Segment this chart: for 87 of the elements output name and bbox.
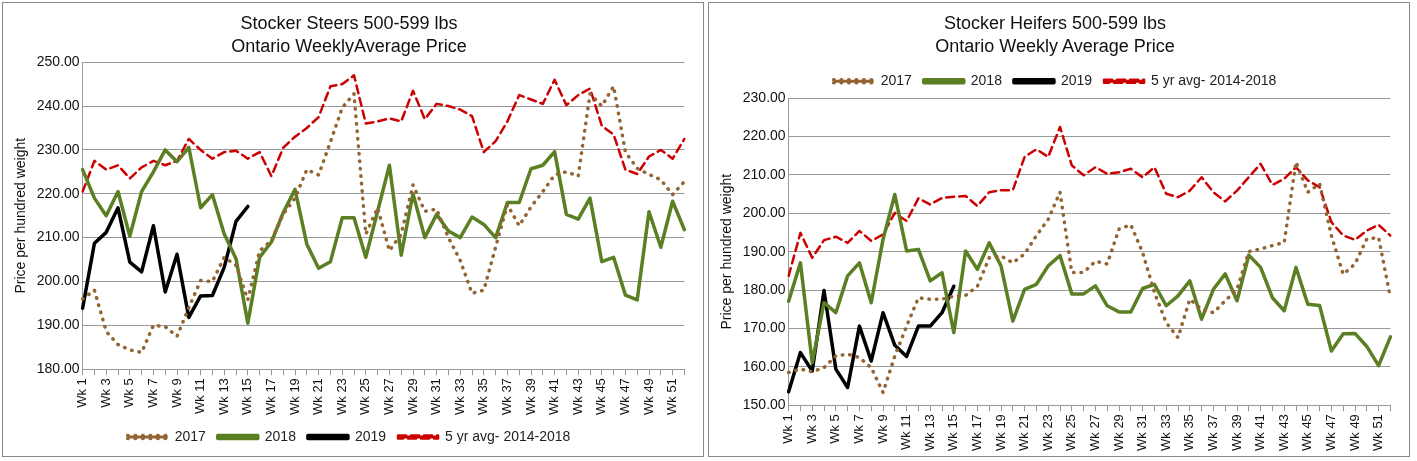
x-tick-label: Wk 5	[121, 378, 137, 408]
x-tick-label: Wk 35	[1181, 414, 1197, 451]
y-tick-label: 180.00	[36, 360, 80, 377]
legend-label: 2017	[174, 427, 206, 444]
x-tick-label: Wk 3	[803, 414, 819, 444]
line-series	[80, 84, 687, 355]
x-tick-label: Wk 17	[262, 378, 278, 415]
x-tick-label: Wk 35	[475, 378, 491, 415]
x-tick-label: Wk 39	[522, 378, 538, 415]
y-tick-label: 200.00	[742, 204, 786, 221]
y-tick-label: 190.00	[742, 242, 786, 259]
x-tick-label: Wk 13	[215, 378, 231, 415]
x-tick-label: Wk 29	[1110, 414, 1126, 451]
chart-subtitle: Ontario Weekly Average Price	[935, 36, 1175, 57]
legend-label: 2018	[264, 427, 297, 444]
legend-label: 5 yr avg- 2014-2018	[1151, 72, 1277, 89]
x-tick-label: Wk 3	[97, 378, 113, 408]
y-tick-label: 240.00	[36, 96, 80, 113]
x-tick-label: Wk 43	[1275, 414, 1291, 451]
legend-label: 5 yr avg- 2014-2018	[445, 427, 571, 444]
x-tick-label: Wk 9	[874, 414, 890, 444]
y-tick-label: 210.00	[36, 228, 80, 245]
x-tick-label: Wk 47	[616, 378, 632, 415]
y-tick-label: 150.00	[742, 396, 786, 413]
line-series	[786, 160, 1393, 395]
y-tick-label: 210.00	[742, 165, 786, 182]
x-tick-label: Wk 37	[498, 378, 514, 415]
y-tick-label: 200.00	[36, 272, 80, 289]
chart-title: Stocker Steers 500-599 lbs	[240, 12, 458, 33]
x-tick-label: Wk 23	[1039, 414, 1055, 451]
y-tick-label: 220.00	[742, 127, 786, 144]
y-tick-label: 230.00	[36, 140, 80, 157]
legend-label: 2018	[970, 72, 1003, 89]
y-tick-label: 220.00	[36, 184, 80, 201]
x-tick-label: Wk 29	[404, 378, 420, 415]
legend-label: 2017	[880, 72, 912, 89]
x-tick-label: Wk 9	[168, 378, 184, 408]
y-tick-label: 230.00	[742, 89, 786, 106]
x-tick-label: Wk 21	[310, 378, 326, 415]
x-tick-label: Wk 11	[898, 414, 914, 451]
x-tick-label: Wk 43	[569, 378, 585, 415]
x-tick-label: Wk 45	[593, 378, 609, 415]
chart-title: Stocker Heifers 500-599 lbs	[943, 12, 1167, 33]
x-tick-label: Wk 47	[1322, 414, 1338, 451]
x-tick-label: Wk 25	[1063, 414, 1079, 451]
x-tick-label: Wk 19	[992, 414, 1008, 451]
x-tick-label: Wk 41	[546, 378, 562, 415]
y-axis-title: Price per hundred weight	[12, 137, 29, 294]
x-tick-label: Wk 27	[380, 378, 396, 415]
x-tick-label: Wk 45	[1299, 414, 1315, 451]
x-tick-label: Wk 51	[1370, 414, 1386, 451]
legend-label: 2019	[1060, 72, 1093, 89]
line-series	[787, 125, 1392, 278]
x-tick-label: Wk 7	[851, 414, 866, 444]
x-tick-label: Wk 17	[968, 414, 984, 451]
legend-label: 2019	[354, 427, 387, 444]
x-tick-label: Wk 25	[357, 378, 373, 415]
x-tick-label: Wk 1	[780, 414, 796, 444]
x-tick-label: Wk 49	[1346, 414, 1362, 451]
x-tick-label: Wk 27	[1086, 414, 1102, 451]
x-tick-label: Wk 15	[945, 414, 961, 451]
chart-subtitle: Ontario WeeklyAverage Price	[231, 36, 467, 57]
x-tick-label: Wk 5	[827, 414, 843, 444]
x-tick-label: Wk 13	[921, 414, 937, 451]
x-tick-label: Wk 15	[239, 378, 255, 415]
x-tick-label: Wk 33	[451, 378, 467, 415]
x-tick-label: Wk 33	[1157, 414, 1173, 451]
line-series	[81, 74, 686, 193]
x-tick-label: Wk 7	[145, 378, 160, 408]
x-tick-label: Wk 39	[1228, 414, 1244, 451]
x-tick-label: Wk 37	[1204, 414, 1220, 451]
x-tick-label: Wk 49	[640, 378, 656, 415]
x-tick-label: Wk 31	[1134, 414, 1150, 451]
y-axis-title: Price per hundred weight	[718, 173, 735, 330]
x-tick-label: Wk 41	[1252, 414, 1268, 451]
x-tick-label: Wk 51	[664, 378, 680, 415]
y-tick-label: 170.00	[742, 319, 786, 336]
y-tick-label: 190.00	[36, 316, 80, 333]
y-tick-label: 160.00	[742, 357, 786, 374]
y-tick-label: 250.00	[36, 53, 80, 70]
x-tick-label: Wk 19	[286, 378, 302, 415]
x-tick-label: Wk 1	[74, 378, 90, 408]
x-tick-label: Wk 21	[1016, 414, 1032, 451]
y-tick-label: 180.00	[742, 280, 786, 297]
x-tick-label: Wk 31	[428, 378, 444, 415]
x-tick-label: Wk 11	[192, 378, 208, 415]
x-tick-label: Wk 23	[333, 378, 349, 415]
